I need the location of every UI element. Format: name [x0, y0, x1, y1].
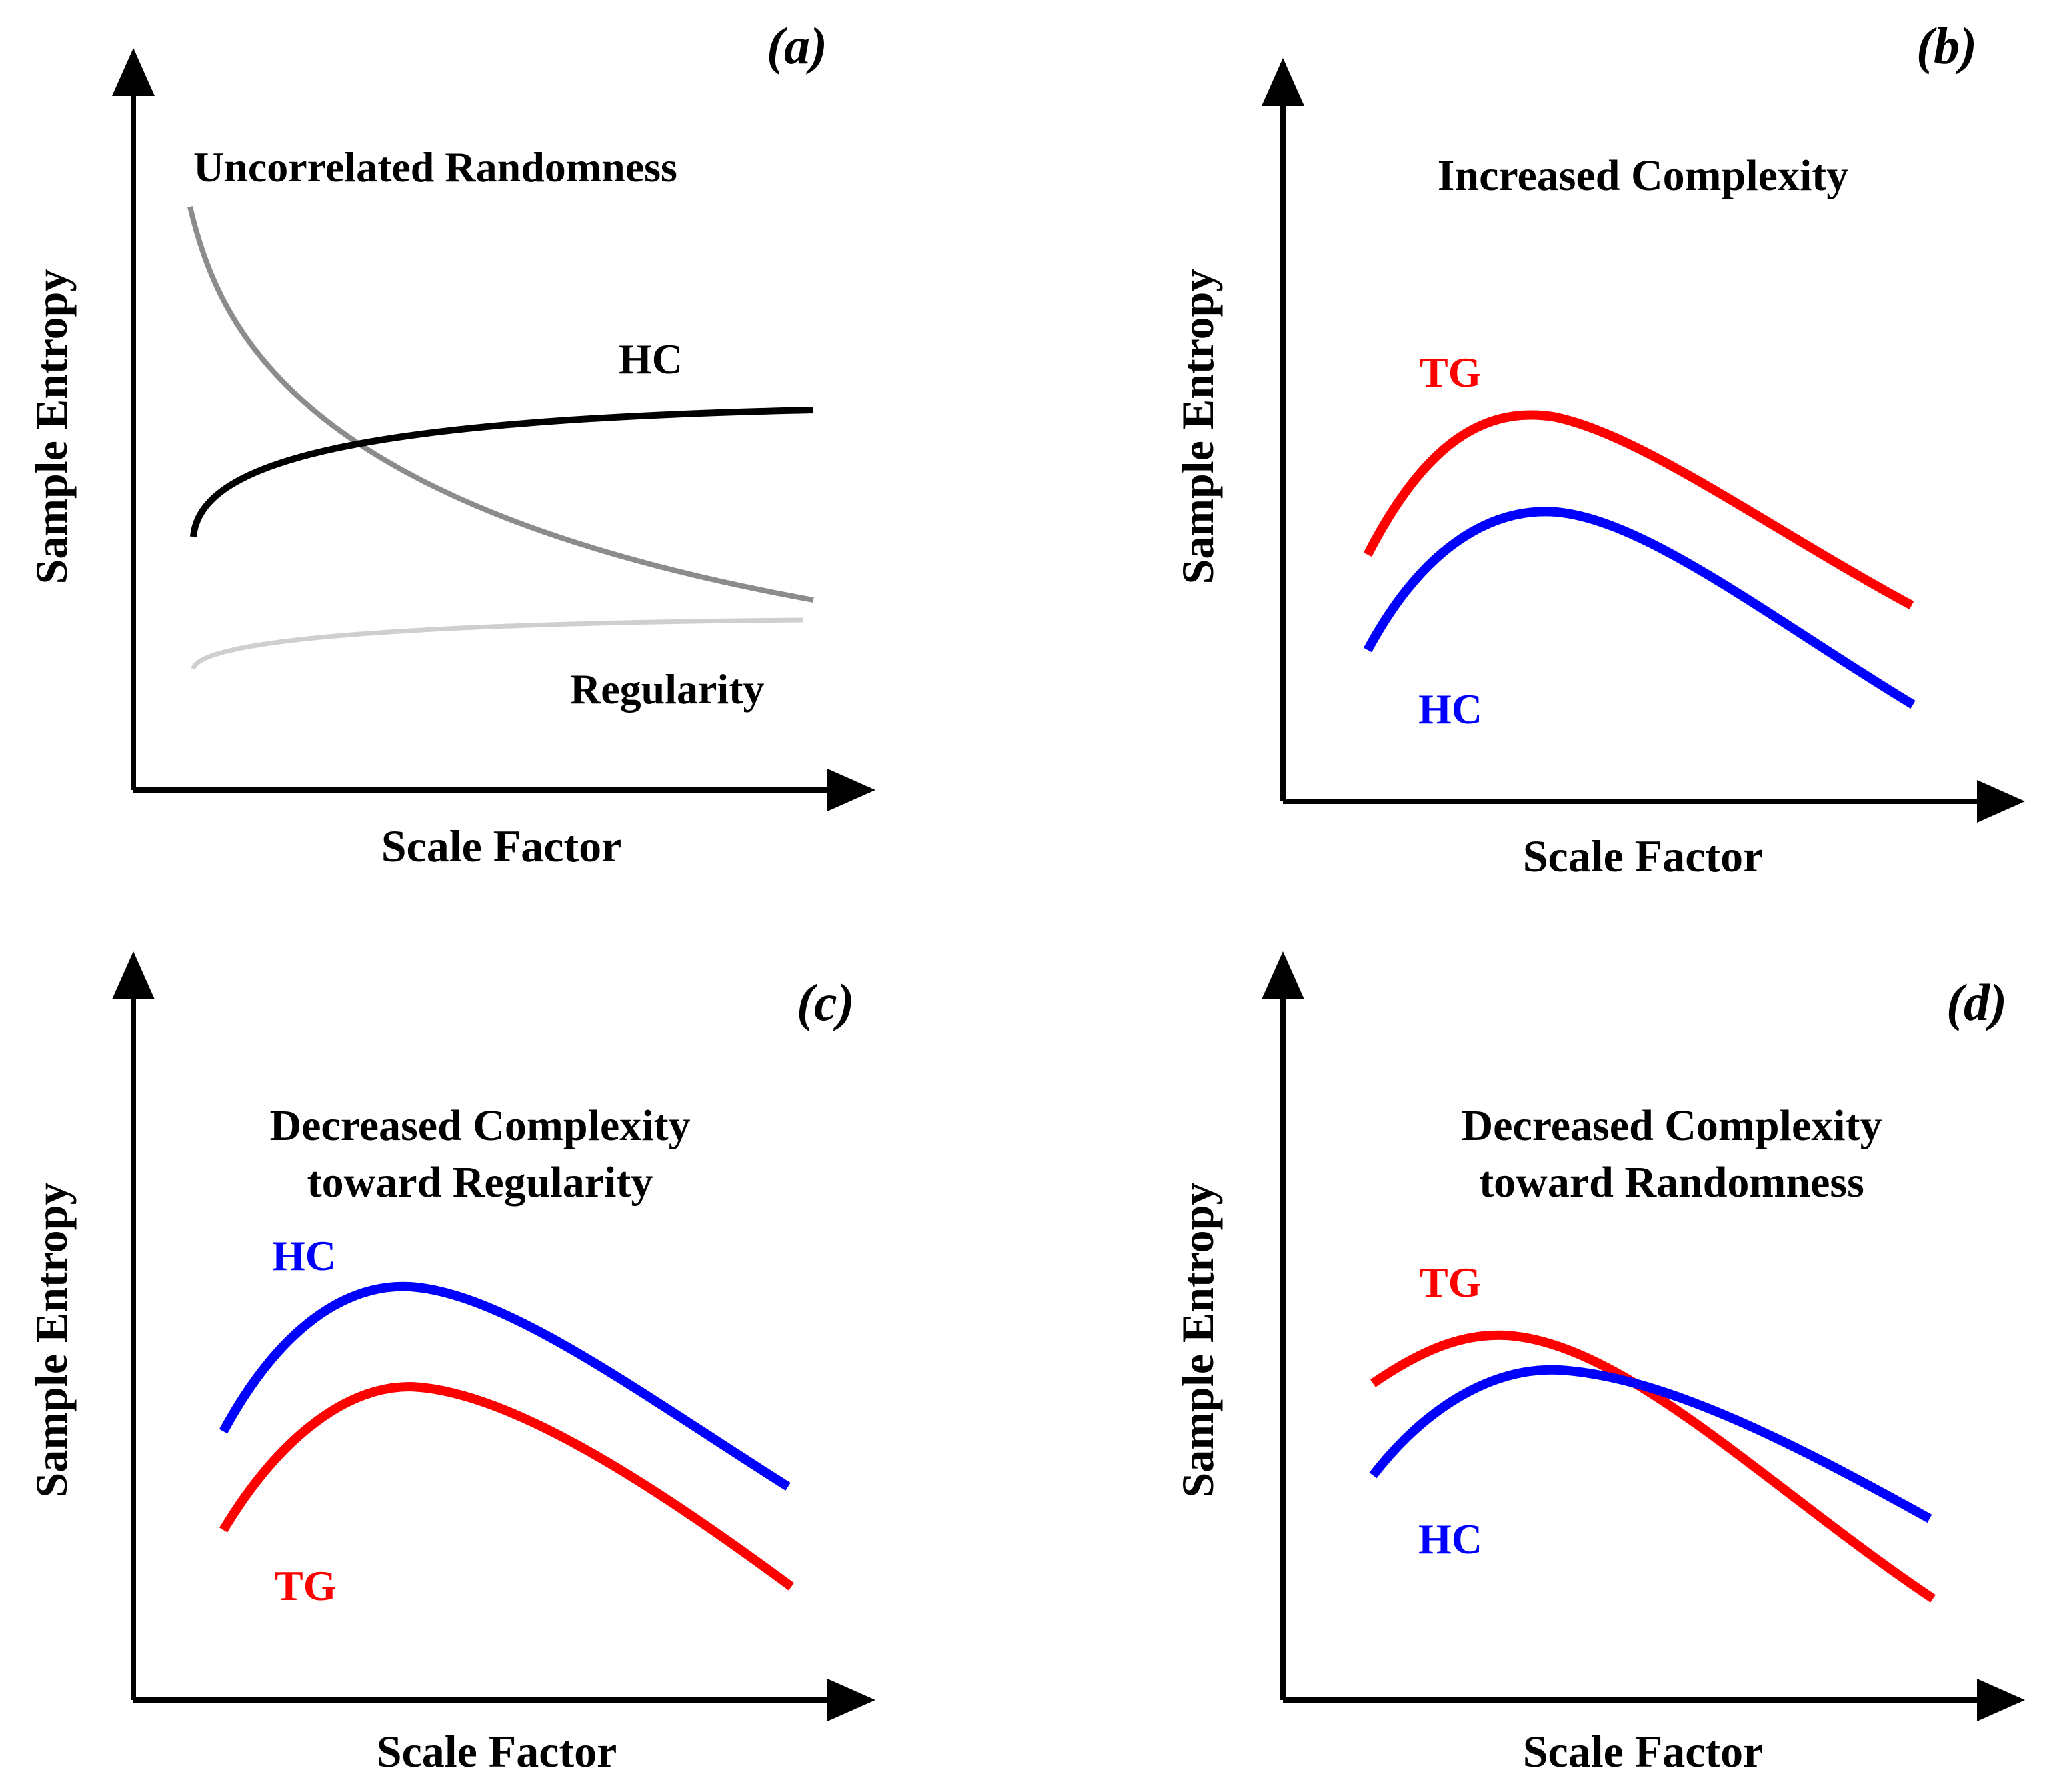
panel-c-x-label: Scale Factor — [377, 1726, 617, 1777]
panel-d-y-label: Sample Entropy — [1172, 1183, 1223, 1498]
panel-b-x-label: Scale Factor — [1523, 831, 1764, 881]
panel-a: (a) Sample Entropy Scale Factor Uncorrel… — [26, 17, 875, 871]
panel-c-annotation-hc: HC — [272, 1232, 336, 1279]
panel-c-y-label: Sample Entropy — [26, 1183, 77, 1498]
panel-b-y-label: Sample Entropy — [1172, 269, 1223, 585]
panel-a-series-hc — [190, 407, 814, 537]
panel-a-series-uncorrelated-randomness — [187, 206, 814, 603]
panel-d: (d) Sample Entropy Scale Factor Decrease… — [1172, 951, 2025, 1777]
panel-b-annotation-hc: HC — [1418, 685, 1482, 733]
panel-d-heading-line-2: toward Randomness — [1479, 1158, 1864, 1207]
panel-d-x-label: Scale Factor — [1523, 1726, 1764, 1777]
panel-c-series-hc — [219, 1281, 791, 1491]
panel-d-annotation-hc: HC — [1418, 1515, 1482, 1563]
panel-d-series-hc — [1369, 1365, 1932, 1523]
panel-c-annotation-tg: TG — [275, 1562, 336, 1609]
panel-d-label: (d) — [1946, 973, 2007, 1031]
panel-b: (b) Sample Entropy Scale Factor Increase… — [1172, 17, 2025, 881]
panel-b-annotation-tg: TG — [1420, 349, 1481, 396]
panel-b-series-tg — [1363, 410, 1914, 610]
panel-d-annotation-tg: TG — [1420, 1259, 1481, 1306]
panel-a-annotation-regularity: Regularity — [570, 665, 765, 713]
panel-a-annotation-hc: HC — [619, 335, 683, 383]
panel-b-series-hc — [1363, 507, 1916, 709]
panel-a-label: (a) — [767, 17, 827, 75]
panel-c-heading-line-2: toward Regularity — [307, 1158, 653, 1207]
panel-b-label: (b) — [1916, 17, 1977, 75]
panel-c-series-tg — [219, 1381, 795, 1591]
panel-c-heading-line-1: Decreased Complexity — [269, 1101, 690, 1150]
panel-a-series-regularity — [191, 617, 804, 670]
panel-a-x-label: Scale Factor — [381, 821, 622, 871]
panel-a-annotation-uncorrelated-randomness: Uncorrelated Randomness — [193, 143, 677, 191]
panel-c-label: (c) — [797, 973, 855, 1031]
panel-c: (c) Sample Entropy Scale Factor Decrease… — [26, 951, 875, 1777]
panel-d-heading-line-1: Decreased Complexity — [1461, 1101, 1882, 1150]
panel-d-series-tg — [1370, 1330, 1936, 1603]
panel-a-y-label: Sample Entropy — [26, 269, 77, 585]
panel-b-heading: Increased Complexity — [1438, 151, 1849, 200]
